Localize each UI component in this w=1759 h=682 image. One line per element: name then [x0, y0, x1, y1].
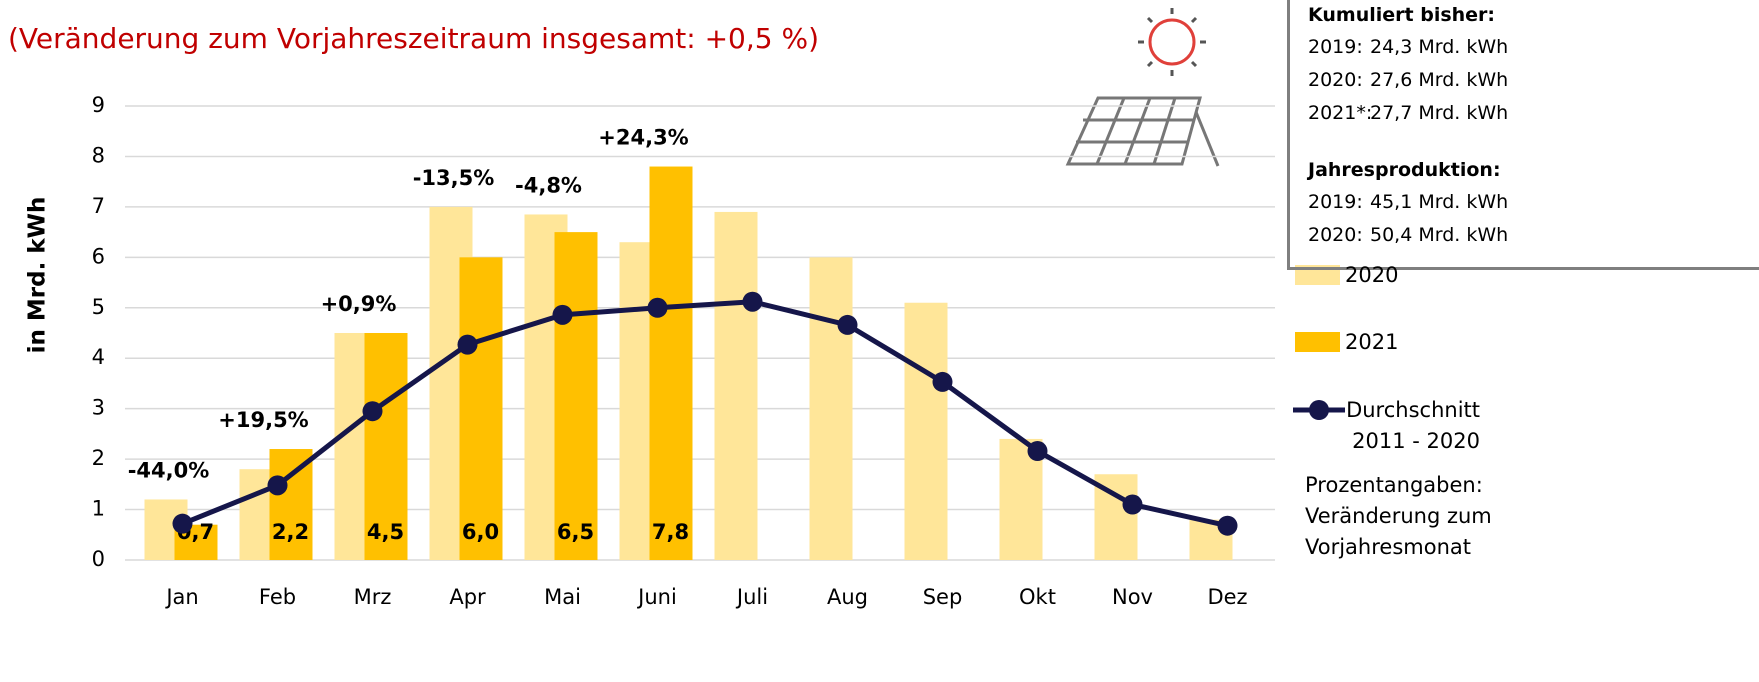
line-marker: [1122, 494, 1143, 515]
x-tick-label: Mai: [544, 585, 581, 609]
value-label: 4,5: [367, 520, 404, 544]
info-value: 45,1 Mrd. kWh: [1370, 191, 1509, 213]
line-marker: [742, 291, 763, 312]
line-marker: [837, 314, 858, 335]
bar: [459, 257, 503, 560]
x-tick-label: Okt: [1019, 585, 1056, 609]
x-tick-label: Dez: [1207, 585, 1247, 609]
chart-subtitle: (Veränderung zum Vorjahreszeitraum insge…: [8, 22, 819, 55]
solar-panel-icon: [1065, 96, 1220, 167]
y-tick-label: 0: [92, 547, 105, 571]
note: Prozentangaben: Veränderung zum Vorjahre…: [1305, 473, 1492, 559]
info-row: 2021*:27,7 Mrd. kWh: [1308, 97, 1759, 130]
info-year: 2021*:: [1308, 102, 1373, 124]
bar: [904, 302, 948, 560]
x-tick-label: Juni: [636, 585, 677, 609]
line-marker: [362, 401, 383, 422]
y-tick-label: 2: [92, 446, 105, 470]
info-value: 50,4 Mrd. kWh: [1370, 224, 1509, 246]
x-tick-label: Feb: [259, 585, 296, 609]
info-value: 24,3 Mrd. kWh: [1370, 36, 1509, 58]
x-tick-label: Apr: [449, 585, 486, 609]
change-label: +19,5%: [218, 408, 308, 432]
legend-swatch: [1295, 332, 1340, 352]
bar: [554, 232, 598, 560]
info-value: 27,7 Mrd. kWh: [1370, 102, 1509, 124]
value-label: 6,5: [557, 520, 594, 544]
legend-label: Durchschnitt 2011 - 2020: [1346, 398, 1480, 453]
bar: [714, 211, 758, 560]
info-row: 2019: 24,3 Mrd. kWh: [1308, 31, 1759, 64]
x-tick-label: Juli: [735, 585, 768, 609]
change-label: +24,3%: [598, 126, 688, 150]
x-tick-label: Jan: [164, 585, 198, 609]
info-row: 2019: 45,1 Mrd. kWh: [1308, 186, 1759, 219]
legend-swatch: [1295, 265, 1340, 285]
line-marker: [552, 304, 573, 325]
legend-label: 2021: [1345, 330, 1399, 354]
bar: [809, 257, 853, 560]
info-row: 2020: 50,4 Mrd. kWh: [1308, 219, 1759, 252]
y-tick-label: 1: [92, 497, 105, 521]
y-axis-label: in Mrd. kWh: [25, 197, 51, 354]
y-tick-label: 6: [92, 244, 105, 268]
x-tick-label: Aug: [827, 585, 868, 609]
bar: [269, 449, 313, 560]
legend-label: 2020: [1345, 263, 1399, 287]
y-tick-label: 8: [92, 143, 105, 167]
info-value: 27,6 Mrd. kWh: [1370, 69, 1509, 91]
y-tick-label: 9: [92, 93, 105, 117]
value-label: 7,8: [652, 520, 689, 544]
info-year: 2019:: [1308, 191, 1363, 213]
y-tick-label: 3: [92, 396, 105, 420]
change-label: +0,9%: [321, 292, 397, 316]
sun-icon: [1148, 18, 1196, 66]
line-marker: [932, 371, 953, 392]
bar: [649, 166, 693, 561]
info-heading: Kumuliert bisher:: [1308, 4, 1496, 26]
info-year: 2019:: [1308, 36, 1363, 58]
y-tick-label: 5: [92, 295, 105, 319]
change-label: -4,8%: [515, 173, 582, 197]
change-label: -13,5%: [413, 166, 495, 190]
line-marker: [1027, 441, 1048, 462]
info-box: Kumuliert bisher: 2019: 24,3 Mrd. kWh 2020…: [1287, 0, 1759, 270]
legend-marker: [1309, 400, 1329, 420]
info-year: 2020:: [1308, 69, 1363, 91]
line-marker: [1217, 515, 1238, 536]
line: [181, 299, 1229, 529]
info-year: 2020:: [1308, 224, 1363, 246]
change-label: -44,0%: [128, 458, 210, 482]
line-marker: [647, 297, 668, 318]
x-tick-label: Mrz: [354, 585, 392, 609]
x-tick-label: Nov: [1112, 585, 1153, 609]
line-marker: [172, 513, 193, 534]
sun-rays: [1138, 8, 1206, 76]
info-heading: Jahresproduktion:: [1308, 159, 1501, 181]
value-label: 2,2: [272, 520, 309, 544]
bar: [364, 333, 408, 560]
y-tick-label: 7: [92, 194, 105, 218]
info-row: 2020: 27,6 Mrd. kWh: [1308, 64, 1759, 97]
line-marker: [267, 475, 288, 496]
x-tick-label: Sep: [923, 585, 963, 609]
value-label: 6,0: [462, 520, 499, 544]
y-tick-label: 4: [92, 345, 105, 369]
line-marker: [457, 334, 478, 355]
